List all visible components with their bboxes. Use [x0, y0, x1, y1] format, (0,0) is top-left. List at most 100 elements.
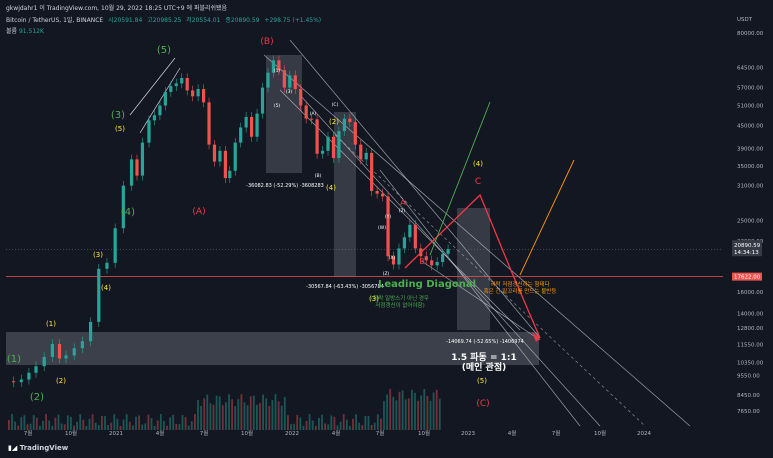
volume-bar: [302, 425, 305, 430]
wave-label-yellow: (3): [369, 295, 379, 303]
channel-line: [299, 94, 601, 427]
wave-label-red: (A): [192, 207, 205, 217]
sub-wave-label: (C): [332, 102, 339, 108]
candle-body: [391, 256, 396, 265]
volume-bar: [352, 418, 354, 430]
volume-bar: [116, 418, 119, 430]
volume-bar: [159, 414, 162, 430]
y-tick-label: 31000.00: [737, 184, 764, 190]
last-price-text: 20890.59: [734, 243, 761, 249]
channel-line: [279, 89, 521, 331]
volume-bar: [184, 417, 187, 430]
tradingview-brand[interactable]: ▮◢ TradingView: [8, 444, 68, 452]
volume-bar: [321, 414, 323, 430]
wave-label-yellow: (4): [101, 284, 111, 292]
volume-bar: [94, 422, 97, 430]
candle-body: [348, 118, 352, 123]
volume-bar: [79, 414, 82, 430]
candle-body: [337, 131, 341, 159]
volume-bar: [8, 420, 10, 430]
volume-bar: [35, 417, 38, 430]
zone-box-3: [457, 208, 490, 330]
candle-body: [266, 72, 270, 88]
y-tick-label: 8450.00: [737, 393, 760, 399]
volume-bar: [252, 395, 255, 430]
volume-bar: [29, 423, 32, 430]
wave-label-yellow: (2): [329, 118, 339, 126]
volume-bar: [51, 425, 54, 430]
volume-bar: [91, 414, 94, 430]
measure-label-1: -36082.83 (-52.29%) -3608283: [246, 183, 324, 189]
sub-wave-label: (1): [274, 68, 281, 74]
volume-bar: [259, 403, 261, 430]
volume-bar: [206, 394, 209, 430]
candle-body: [304, 105, 308, 119]
volume-bar: [277, 401, 280, 430]
volume-bar: [166, 425, 168, 430]
x-tick-label: 7월: [24, 429, 33, 437]
candle-body: [331, 136, 336, 159]
volume-bar: [246, 405, 249, 430]
candle-body: [27, 372, 31, 380]
volume-bar: [107, 425, 109, 430]
wave-label-red: (B): [260, 37, 273, 47]
volume-bar: [14, 421, 16, 430]
x-tick-label: 7월: [552, 429, 561, 437]
candle-body: [113, 228, 117, 263]
volume-bar: [54, 417, 57, 430]
candle-body: [402, 237, 407, 249]
candle-body: [386, 196, 390, 257]
volume-bar: [147, 414, 150, 430]
candle-body: [174, 83, 178, 87]
x-tick-label: 7월: [376, 429, 385, 437]
candle-body: [370, 152, 374, 191]
green-projection-line: [429, 101, 491, 256]
candle-body: [50, 343, 54, 357]
candle-body: [271, 60, 276, 73]
volume-bar: [60, 423, 63, 430]
candle-body: [129, 159, 134, 186]
volume-bar: [432, 392, 435, 430]
red-projection-path: [404, 193, 541, 339]
wave-label-yellow: (4): [326, 184, 336, 192]
candle-body: [239, 127, 243, 143]
plot-area: [6, 8, 723, 430]
level-badge-text: 17622.00: [734, 275, 761, 281]
candle-body: [326, 136, 330, 151]
volume-bar: [70, 416, 72, 430]
volume-bar: [364, 416, 367, 430]
candle-body: [152, 115, 157, 121]
y-tick-label: 12800.00: [737, 326, 764, 332]
volume-bar: [66, 415, 69, 430]
volume-bar: [311, 420, 314, 430]
volume-bar: [135, 416, 137, 430]
volume-value: 91.512K: [18, 28, 44, 35]
sub-wave-label: (3): [286, 89, 293, 95]
volume-bar: [401, 390, 404, 430]
volume-bar: [150, 418, 153, 430]
x-tick-label: 2021: [109, 431, 123, 437]
red-arrow-head: [532, 332, 540, 342]
candle-body: [288, 75, 292, 88]
candle-body: [169, 86, 173, 92]
volume-bar: [265, 398, 268, 430]
volume-bar: [417, 400, 419, 430]
volume-line: 볼륨 91.512K: [6, 26, 44, 35]
symbol-title[interactable]: Bitcoin / TetherUS, 1일, BINANCE: [6, 17, 104, 24]
y-tick-label: 51000.00: [737, 103, 764, 109]
volume-bar: [237, 399, 240, 430]
volume-bar: [318, 417, 320, 430]
volume-bar: [63, 424, 66, 430]
candle-body: [315, 119, 319, 154]
volume-bar: [373, 422, 376, 430]
candle-body: [233, 142, 237, 171]
candle-body: [88, 321, 93, 342]
volume-bar: [308, 414, 311, 430]
volume-bar: [327, 424, 330, 430]
volume-bar: [225, 402, 227, 430]
volume-bar: [389, 389, 392, 430]
candle-body: [218, 150, 222, 162]
volume-bar: [249, 396, 252, 430]
volume-bar: [20, 417, 23, 430]
